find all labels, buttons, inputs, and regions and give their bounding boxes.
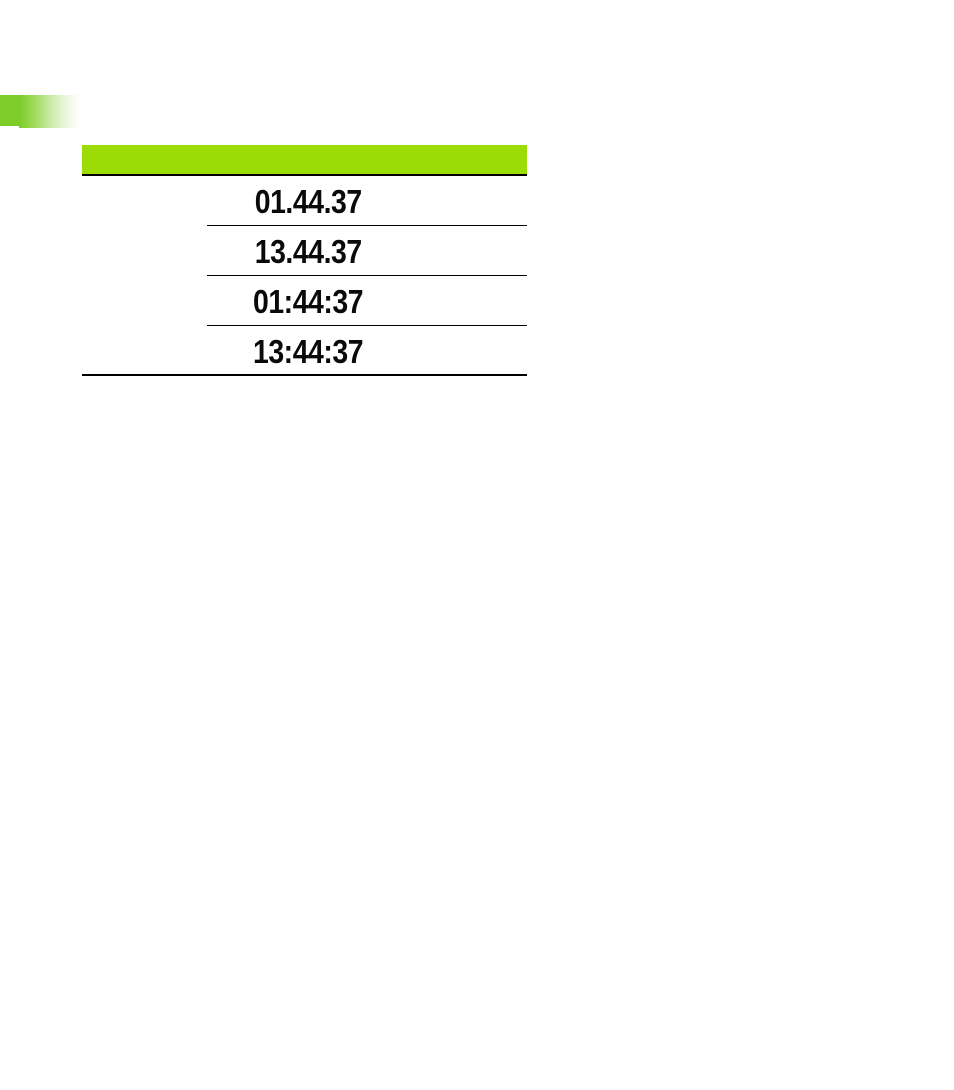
table-header-label bbox=[82, 145, 527, 174]
accent-gradient-block bbox=[19, 95, 80, 128]
table-cell-value: 13.44.37 bbox=[254, 232, 363, 270]
table-cell-value: 01.44.37 bbox=[254, 182, 363, 220]
table-body: 01.44.37 13.44.37 01:44:37 13:44:37 bbox=[82, 176, 527, 376]
time-format-table: 01.44.37 13.44.37 01:44:37 13:44:37 bbox=[82, 145, 527, 376]
table-row: 01:44:37 bbox=[82, 276, 527, 326]
table-header-bar bbox=[82, 145, 527, 176]
top-left-gradient-accent bbox=[0, 95, 80, 128]
table-row: 01.44.37 bbox=[82, 176, 527, 226]
table-cell-value: 13:44:37 bbox=[253, 332, 364, 370]
table-cell-value: 01:44:37 bbox=[253, 282, 364, 320]
accent-solid-block bbox=[0, 95, 21, 126]
table-row: 13.44.37 bbox=[82, 226, 527, 276]
table-row: 13:44:37 bbox=[82, 326, 527, 376]
